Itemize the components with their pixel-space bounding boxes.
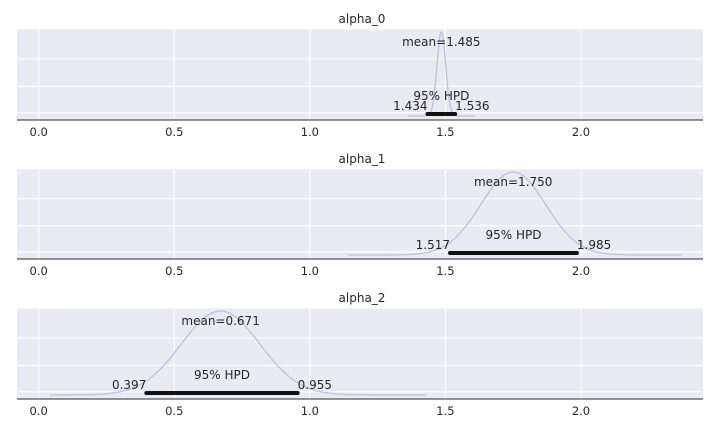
subplot-alpha_2: alpha_2 0.0 0.5 1.0 1.5 2.0 mean=0.671 95% HPD 0… — [17, 291, 703, 418]
mean-label: mean=1.485 — [402, 35, 480, 49]
subplot-title: alpha_0 — [339, 12, 386, 26]
subplot-title: alpha_2 — [339, 291, 386, 305]
x-tick-label: 1.0 — [301, 264, 319, 278]
subplot-alpha_1: alpha_1 0.0 0.5 1.0 1.5 2.0 mean=1.750 95% HPD 1… — [17, 152, 703, 278]
x-tick-label: 0.5 — [165, 404, 183, 418]
hpd-label: 95% HPD — [413, 89, 469, 103]
x-tick-label: 2.0 — [572, 404, 590, 418]
x-tick-label: 2.0 — [572, 264, 590, 278]
hpd-lower-label: 1.517 — [416, 238, 450, 252]
hpd-lower-label: 1.434 — [393, 99, 427, 113]
plot-area — [17, 169, 703, 259]
hpd-upper-label: 1.536 — [455, 99, 489, 113]
subplot-alpha_0: alpha_0 0.0 0.5 1.0 1.5 2.0 mean=1.485 95% HPD1… — [17, 12, 703, 139]
hpd-lower-label: 0.397 — [112, 378, 146, 392]
x-tick-label: 0.0 — [30, 125, 48, 139]
hpd-label: 95% HPD — [194, 368, 250, 382]
hpd-label: 95% HPD — [485, 228, 541, 242]
x-tick-label: 1.5 — [436, 404, 454, 418]
kde-curve — [347, 171, 682, 256]
mean-label: mean=0.671 — [181, 314, 259, 328]
plot-area — [17, 308, 703, 399]
hpd-upper-label: 0.955 — [298, 378, 332, 392]
mean-label: mean=1.750 — [474, 175, 552, 189]
x-tick-label: 0.0 — [30, 404, 48, 418]
kde-curve — [407, 30, 476, 117]
x-tick-label: 1.5 — [436, 264, 454, 278]
x-tick-label: 0.5 — [165, 125, 183, 139]
x-tick-label: 2.0 — [572, 125, 590, 139]
x-tick-label: 1.5 — [436, 125, 454, 139]
kde-curve — [49, 310, 427, 396]
hpd-upper-label: 1.985 — [577, 238, 611, 252]
subplot-title: alpha_1 — [339, 152, 386, 166]
x-tick-label: 0.0 — [30, 264, 48, 278]
x-tick-label: 1.0 — [301, 125, 319, 139]
x-tick-label: 0.5 — [165, 264, 183, 278]
plot-area — [17, 29, 703, 120]
x-tick-label: 1.0 — [301, 404, 319, 418]
